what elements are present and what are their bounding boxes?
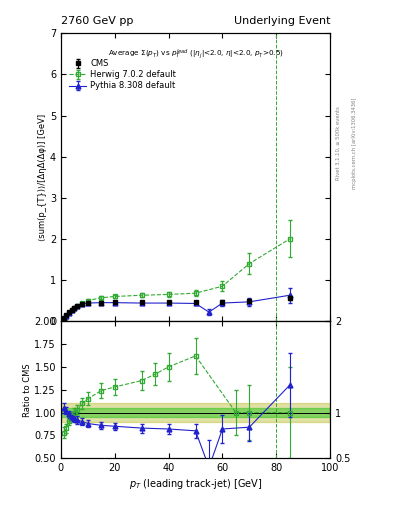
Y-axis label: Ratio to CMS: Ratio to CMS bbox=[23, 363, 32, 416]
Text: 2760 GeV pp: 2760 GeV pp bbox=[61, 16, 133, 26]
Text: Rivet 3.1.10, ≥ 500k events: Rivet 3.1.10, ≥ 500k events bbox=[336, 106, 341, 180]
Bar bbox=[61, 403, 330, 422]
Legend: CMS, Herwig 7.0.2 default, Pythia 8.308 default: CMS, Herwig 7.0.2 default, Pythia 8.308 … bbox=[68, 57, 178, 92]
Text: Average $\Sigma(p_T)$ vs $p_T^{lead}$ ($|\eta_j|$<2.0, $\eta|$<2.0, $p_T$>0.5): Average $\Sigma(p_T)$ vs $p_T^{lead}$ ($… bbox=[108, 48, 283, 61]
Bar bbox=[61, 408, 330, 417]
Text: mcplots.cern.ch [arXiv:1306.3436]: mcplots.cern.ch [arXiv:1306.3436] bbox=[352, 98, 357, 189]
Text: Underlying Event: Underlying Event bbox=[233, 16, 330, 26]
Y-axis label: ⟨sum(p_{T})⟩/[ΔηΔ(Δφ)] [GeV]: ⟨sum(p_{T})⟩/[ΔηΔ(Δφ)] [GeV] bbox=[38, 114, 47, 241]
X-axis label: $p_T$ (leading track-jet) [GeV]: $p_T$ (leading track-jet) [GeV] bbox=[129, 477, 262, 492]
